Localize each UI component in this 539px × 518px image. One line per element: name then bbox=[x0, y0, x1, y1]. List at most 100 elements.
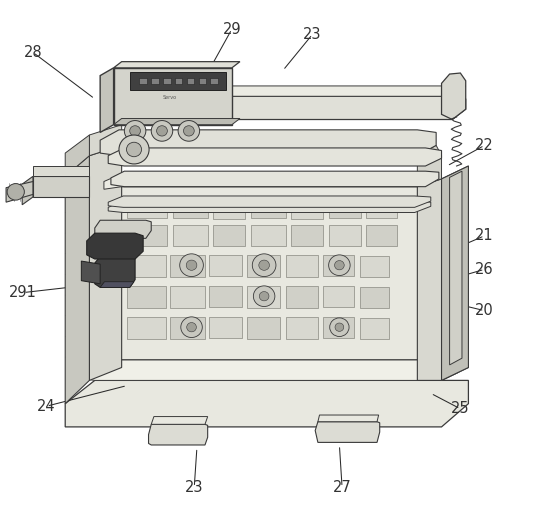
Polygon shape bbox=[441, 166, 468, 380]
Polygon shape bbox=[76, 359, 458, 380]
Polygon shape bbox=[108, 201, 431, 212]
Circle shape bbox=[183, 126, 194, 136]
Polygon shape bbox=[291, 197, 323, 219]
Polygon shape bbox=[367, 225, 397, 246]
Circle shape bbox=[186, 260, 197, 270]
Bar bbox=[198, 78, 206, 84]
Polygon shape bbox=[417, 166, 468, 380]
Polygon shape bbox=[104, 186, 435, 359]
Polygon shape bbox=[104, 170, 435, 189]
Polygon shape bbox=[251, 197, 286, 218]
Polygon shape bbox=[329, 197, 361, 218]
Polygon shape bbox=[89, 146, 122, 380]
Text: 24: 24 bbox=[37, 399, 56, 414]
Polygon shape bbox=[149, 424, 208, 445]
Polygon shape bbox=[33, 166, 89, 176]
Polygon shape bbox=[127, 225, 167, 246]
Bar bbox=[163, 78, 170, 84]
Polygon shape bbox=[360, 256, 389, 277]
Polygon shape bbox=[247, 255, 280, 277]
Polygon shape bbox=[417, 146, 441, 186]
Polygon shape bbox=[450, 171, 462, 365]
Polygon shape bbox=[151, 416, 208, 424]
Polygon shape bbox=[127, 286, 165, 308]
Polygon shape bbox=[125, 96, 466, 120]
Text: 21: 21 bbox=[475, 228, 494, 243]
Polygon shape bbox=[172, 197, 208, 218]
Circle shape bbox=[157, 126, 167, 136]
Text: 23: 23 bbox=[303, 27, 322, 42]
Polygon shape bbox=[213, 225, 245, 246]
Text: 22: 22 bbox=[475, 138, 494, 153]
Polygon shape bbox=[170, 318, 205, 339]
Polygon shape bbox=[127, 318, 165, 339]
Circle shape bbox=[7, 183, 24, 200]
Polygon shape bbox=[291, 225, 323, 246]
Polygon shape bbox=[360, 319, 389, 339]
Polygon shape bbox=[108, 196, 431, 207]
Polygon shape bbox=[172, 225, 208, 246]
Polygon shape bbox=[114, 68, 232, 125]
Polygon shape bbox=[100, 282, 134, 287]
Polygon shape bbox=[323, 286, 355, 307]
Bar bbox=[186, 78, 194, 84]
Polygon shape bbox=[22, 176, 33, 205]
Polygon shape bbox=[209, 318, 241, 338]
Text: 29: 29 bbox=[223, 22, 241, 37]
Polygon shape bbox=[100, 68, 114, 133]
Polygon shape bbox=[65, 156, 89, 404]
Polygon shape bbox=[360, 287, 389, 308]
Circle shape bbox=[119, 135, 149, 164]
Polygon shape bbox=[318, 415, 378, 422]
Circle shape bbox=[186, 323, 196, 332]
Polygon shape bbox=[111, 171, 439, 186]
Polygon shape bbox=[33, 176, 89, 197]
Text: 28: 28 bbox=[24, 45, 42, 60]
Circle shape bbox=[130, 126, 141, 136]
Polygon shape bbox=[95, 220, 151, 238]
Polygon shape bbox=[127, 255, 165, 277]
Text: 291: 291 bbox=[9, 285, 37, 300]
Bar bbox=[175, 78, 182, 84]
Polygon shape bbox=[247, 286, 280, 308]
Circle shape bbox=[259, 260, 270, 270]
Polygon shape bbox=[323, 318, 355, 338]
Text: 25: 25 bbox=[451, 401, 469, 416]
Polygon shape bbox=[127, 197, 167, 218]
Polygon shape bbox=[209, 255, 241, 276]
Circle shape bbox=[125, 121, 146, 141]
Polygon shape bbox=[114, 119, 240, 125]
Circle shape bbox=[127, 142, 142, 157]
Polygon shape bbox=[81, 261, 100, 284]
Polygon shape bbox=[108, 148, 441, 166]
Circle shape bbox=[335, 261, 344, 270]
Polygon shape bbox=[251, 225, 286, 246]
Polygon shape bbox=[114, 62, 240, 68]
Polygon shape bbox=[138, 86, 466, 96]
Polygon shape bbox=[286, 286, 318, 308]
Polygon shape bbox=[209, 286, 241, 307]
Polygon shape bbox=[247, 318, 280, 339]
Polygon shape bbox=[441, 73, 466, 120]
Circle shape bbox=[252, 254, 276, 277]
Circle shape bbox=[179, 254, 203, 277]
Circle shape bbox=[335, 323, 344, 332]
Text: 23: 23 bbox=[185, 480, 204, 495]
Polygon shape bbox=[65, 380, 468, 427]
Polygon shape bbox=[367, 197, 397, 218]
Text: 27: 27 bbox=[333, 480, 351, 495]
Circle shape bbox=[151, 121, 172, 141]
Polygon shape bbox=[286, 255, 318, 277]
Polygon shape bbox=[213, 197, 245, 219]
Circle shape bbox=[178, 121, 199, 141]
Polygon shape bbox=[87, 233, 143, 259]
Bar bbox=[151, 78, 159, 84]
Bar bbox=[140, 78, 147, 84]
Bar bbox=[210, 78, 218, 84]
Polygon shape bbox=[65, 135, 89, 176]
Polygon shape bbox=[329, 225, 361, 246]
Circle shape bbox=[253, 286, 275, 307]
Polygon shape bbox=[6, 181, 33, 202]
Polygon shape bbox=[100, 130, 436, 156]
Text: 20: 20 bbox=[475, 303, 494, 318]
